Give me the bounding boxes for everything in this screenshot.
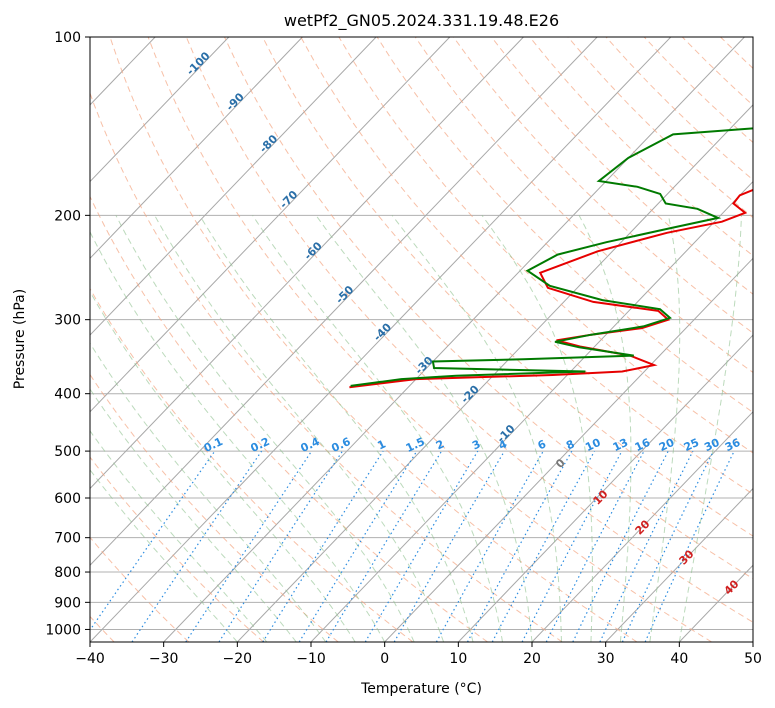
dry-adiabat-line bbox=[185, 37, 753, 623]
dry-adiabat-line bbox=[452, 37, 753, 334]
mixing-ratio-line bbox=[325, 450, 443, 642]
dry-adiabat-line bbox=[109, 37, 638, 642]
isotherm-line bbox=[90, 37, 451, 413]
mixing-ratio-line bbox=[262, 450, 384, 642]
mixing-ratio-label: 20 bbox=[657, 436, 677, 454]
mixing-ratio-label: 25 bbox=[682, 436, 701, 454]
x-tick-label: 30 bbox=[597, 651, 615, 667]
mixing-ratio-line bbox=[491, 450, 596, 642]
plot-area bbox=[90, 37, 753, 642]
x-tick-label: −10 bbox=[296, 651, 326, 667]
moist-adiabat-line bbox=[90, 342, 327, 642]
dry-adiabat-line bbox=[147, 37, 712, 642]
mixing-ratio-line bbox=[364, 450, 479, 642]
y-tick-label: 900 bbox=[54, 595, 81, 611]
dewpoint-profile-line bbox=[350, 127, 753, 387]
mixing-ratio-line bbox=[621, 450, 714, 642]
mixing-ratio-label: 36 bbox=[723, 436, 743, 454]
moist-adiabat-line bbox=[391, 214, 562, 642]
isotherm-line bbox=[236, 104, 753, 642]
moist-adiabat-line bbox=[678, 215, 742, 642]
moist-adiabat-line bbox=[115, 215, 415, 642]
moist-adiabat-line bbox=[90, 230, 386, 642]
mixing-ratio-label: 30 bbox=[702, 436, 722, 454]
mixing-ratio-label: 16 bbox=[633, 436, 653, 454]
dry-adiabat-line bbox=[90, 287, 414, 642]
y-tick-label: 500 bbox=[54, 444, 81, 460]
isotherm-line bbox=[90, 37, 303, 260]
profile-series bbox=[349, 127, 753, 389]
moist-adiabat-line bbox=[578, 215, 632, 642]
mixing-ratio-line bbox=[218, 450, 343, 642]
mixing-ratio-line bbox=[599, 450, 694, 642]
dry-adiabat-line bbox=[491, 37, 753, 295]
y-axis-label: Pressure (hPa) bbox=[12, 289, 28, 389]
mixing-ratio-line bbox=[393, 450, 505, 642]
isotherm-line bbox=[605, 487, 753, 642]
isotherm-line bbox=[384, 257, 753, 642]
chart-title: wetPf2_GN05.2024.331.19.48.E26 bbox=[284, 11, 559, 31]
dry-adiabat-line bbox=[90, 195, 488, 642]
moist-adiabat-line bbox=[315, 215, 533, 642]
isotherm-line bbox=[90, 37, 377, 336]
isotherm-line bbox=[90, 37, 598, 566]
x-tick-label: 0 bbox=[380, 651, 389, 667]
x-tick-label: −40 bbox=[75, 651, 105, 667]
x-tick-label: −20 bbox=[223, 651, 253, 667]
moist-adiabat-line bbox=[90, 290, 356, 642]
mixing-ratio-line bbox=[466, 450, 573, 642]
isotherm-line bbox=[90, 37, 524, 490]
mixing-ratio-line bbox=[185, 450, 313, 642]
axes: −40 −30 −20 −10 0 10 20 30 40 50 100 200 300 400 500 60… bbox=[45, 30, 762, 667]
dry-adiabat-line bbox=[90, 456, 264, 642]
moist-adiabat-line bbox=[90, 388, 297, 642]
y-tick-label: 800 bbox=[54, 565, 81, 581]
mixing-ratio-line bbox=[298, 450, 418, 642]
x-tick-label: 50 bbox=[744, 651, 762, 667]
isotherm-line bbox=[90, 37, 672, 642]
mixing-ratio-line bbox=[90, 450, 216, 632]
isotherm-line bbox=[457, 334, 753, 642]
mixing-ratio-line bbox=[572, 450, 669, 642]
y-tick-label: 300 bbox=[54, 313, 81, 329]
isotherm-line bbox=[90, 37, 230, 183]
y-tick-label: 400 bbox=[54, 387, 81, 403]
moist-adiabat-line bbox=[154, 215, 445, 642]
dry-adiabat-line bbox=[376, 37, 753, 413]
x-tick-label: 10 bbox=[449, 651, 467, 667]
isotherm-line bbox=[163, 37, 745, 642]
moist-adiabat-line bbox=[199, 215, 474, 642]
moist-adiabat-line bbox=[649, 215, 681, 642]
y-tick-label: 1000 bbox=[45, 622, 81, 638]
mixing-ratio-line bbox=[131, 450, 263, 642]
dry-adiabat-line bbox=[414, 37, 753, 374]
dry-adiabat-line bbox=[90, 91, 563, 642]
y-tick-label: 700 bbox=[54, 531, 81, 547]
moist-adiabat-line bbox=[481, 215, 593, 642]
dry-adiabat-line bbox=[90, 373, 339, 642]
x-axis-label: Temperature (°C) bbox=[360, 681, 482, 697]
mixing-ratio-label: 13 bbox=[611, 436, 630, 454]
x-tick-label: 20 bbox=[523, 651, 541, 667]
y-tick-label: 200 bbox=[54, 208, 81, 224]
x-tick-label: 40 bbox=[670, 651, 688, 667]
x-tick-label: −30 bbox=[149, 651, 179, 667]
isotherm-line bbox=[531, 411, 753, 642]
plot-frame bbox=[89, 36, 754, 643]
background-lines bbox=[90, 37, 753, 642]
y-tick-label: 100 bbox=[54, 30, 81, 46]
mixing-ratio-line bbox=[644, 450, 735, 642]
mixing-ratio-label: 10 bbox=[583, 436, 603, 454]
y-tick-label: 600 bbox=[54, 491, 81, 507]
